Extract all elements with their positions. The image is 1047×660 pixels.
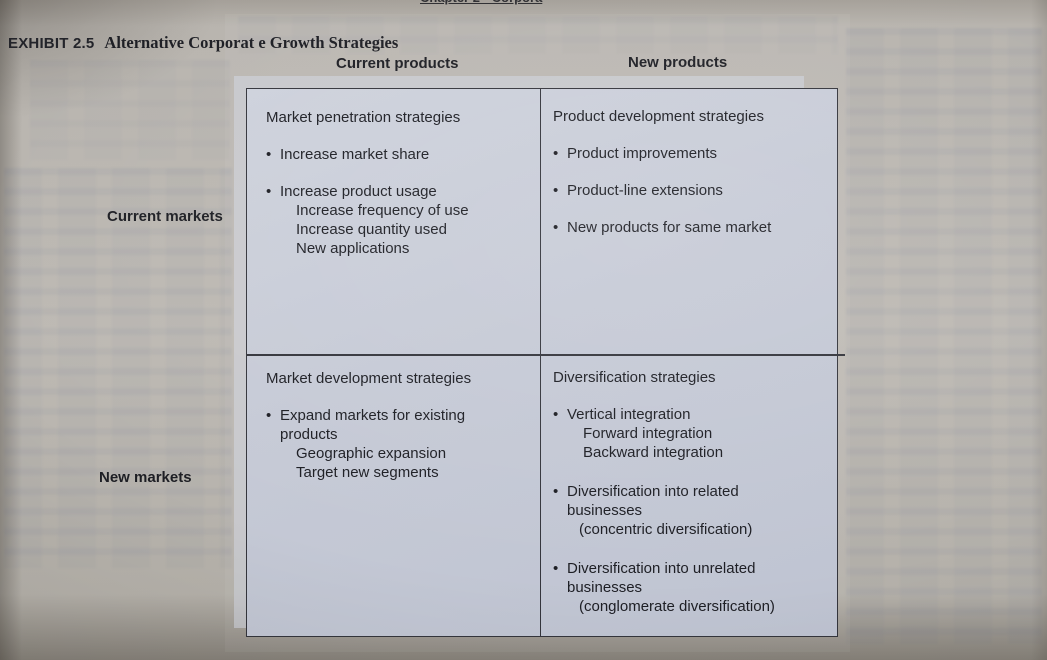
list-item-text: businesses (567, 502, 643, 519)
exhibit-label: EXHIBIT 2.5 (8, 35, 95, 52)
bullet-icon: • (553, 560, 559, 577)
list-subitem: (conglomerate diversification) (553, 597, 839, 616)
list-subitem: Increase quantity used (266, 220, 538, 239)
list-item-text: Target new segments (296, 464, 439, 481)
list-item-text: New applications (296, 240, 410, 257)
bullet-icon: • (553, 145, 559, 162)
quadrant-product-development: Product development strategies • Product… (553, 107, 838, 237)
bullet-icon: • (266, 183, 272, 200)
bullet-icon: • (266, 407, 272, 424)
list-item-text: Product-line extensions (567, 182, 723, 199)
list-item: • New products for same market (553, 218, 838, 237)
quadrant-title: Market development strategies (266, 370, 472, 387)
exhibit-caption: EXHIBIT 2.5 Alternative Corporat e Growth… (8, 33, 398, 53)
row-label-new-markets: New markets (99, 469, 192, 486)
column-header-current-products: Current products (336, 55, 459, 72)
text-bleedthrough-margin (30, 60, 230, 160)
list-item-continuation: businesses (553, 578, 839, 597)
list-item: • Diversification into related (553, 482, 839, 501)
quadrant-title: Diversification strategies (553, 369, 716, 386)
list-item: • Expand markets for existing (266, 406, 538, 425)
list-subitem: (concentric diversification) (553, 520, 839, 539)
list-item: • Diversification into unrelated (553, 559, 839, 578)
bullet-icon: • (553, 219, 559, 236)
list-subitem: Target new segments (266, 463, 538, 482)
list-subitem: Increase frequency of use (266, 201, 538, 220)
list-subitem: Geographic expansion (266, 444, 538, 463)
list-item-continuation: businesses (553, 501, 839, 520)
list-item-text: products (280, 426, 338, 443)
quadrant-market-development: Market development strategies • Expand m… (266, 369, 538, 482)
quadrant-diversification: Diversification strategies • Vertical in… (553, 368, 839, 616)
list-item-text: New products for same market (567, 219, 772, 236)
exhibit-title: Alternative Corporat e Growth Strategies (104, 33, 399, 52)
list-item-text: Geographic expansion (296, 445, 447, 462)
list-item-text: businesses (567, 579, 643, 596)
bullet-icon: • (266, 146, 272, 163)
list-subitem: Backward integration (553, 443, 839, 462)
list-item-text: Vertical integration (567, 406, 691, 423)
quadrant-title: Market penetration strategies (266, 109, 461, 126)
list-item: • Product improvements (553, 144, 838, 163)
list-item-text: Product improvements (567, 145, 718, 162)
list-item-continuation: products (266, 425, 538, 444)
bullet-icon: • (553, 483, 559, 500)
list-item-text: (concentric diversification) (579, 521, 753, 538)
page-edge-shadow-right (1031, 0, 1047, 660)
list-item: • Product-line extensions (553, 181, 838, 200)
list-item-text: Forward integration (583, 425, 713, 442)
quadrant-market-penetration: Market penetration strategies • Increase… (266, 108, 538, 258)
column-header-new-products: New products (628, 54, 728, 71)
list-subitem: Forward integration (553, 424, 839, 443)
list-item: • Vertical integration (553, 405, 839, 424)
list-item-text: Increase quantity used (296, 221, 447, 238)
list-item-text: Backward integration (583, 444, 724, 461)
list-subitem: New applications (266, 239, 538, 258)
list-item-text: Increase market share (280, 146, 430, 163)
text-bleedthrough-right (846, 28, 1042, 644)
list-item-text: Diversification into unrelated (567, 560, 756, 577)
running-head-text: Chapter 2 • Corpora (420, 0, 542, 5)
list-item-text: (conglomerate diversification) (579, 598, 775, 615)
list-item-text: Expand markets for existing (280, 407, 466, 424)
list-item: • Increase product usage (266, 182, 538, 201)
bullet-icon: • (553, 182, 559, 199)
row-label-current-markets: Current markets (107, 208, 223, 225)
list-item-text: Increase frequency of use (296, 202, 469, 219)
quadrant-title: Product development strategies (553, 108, 764, 125)
text-bleedthrough-top (238, 16, 838, 54)
list-item-text: Increase product usage (280, 183, 437, 200)
matrix-vertical-divider (539, 89, 542, 636)
growth-matrix-box (246, 88, 838, 637)
page-corner-shadow (0, 0, 260, 140)
list-item: • Increase market share (266, 145, 538, 164)
list-item-text: Diversification into related (567, 483, 739, 500)
matrix-horizontal-divider (246, 354, 845, 356)
page-edge-shadow-left (0, 0, 22, 660)
bullet-icon: • (553, 406, 559, 423)
running-head-clipped: Chapter 2 • Corpora (420, 0, 640, 7)
text-bleedthrough-left (4, 168, 232, 568)
